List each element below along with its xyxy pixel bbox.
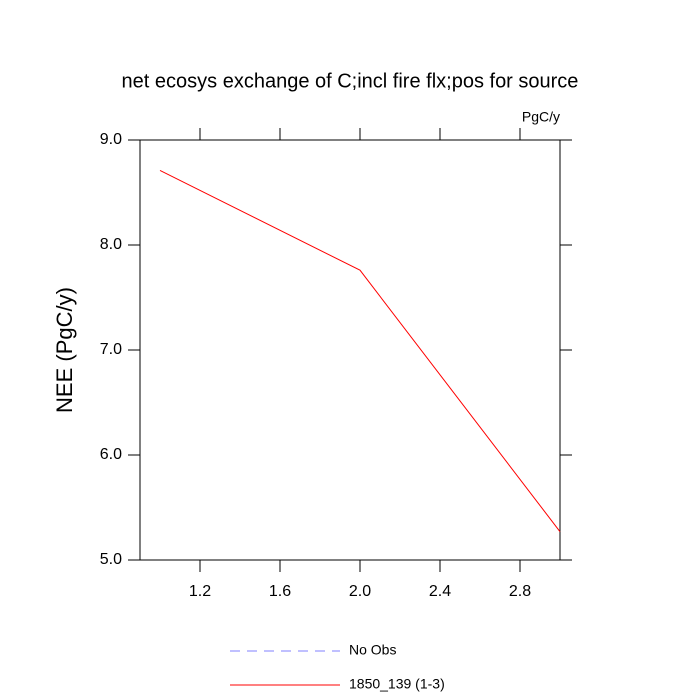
y-tick-label: 8.0	[100, 236, 122, 253]
x-tick-label: 2.8	[509, 583, 531, 600]
x-tick-label: 1.6	[269, 583, 291, 600]
legend-label: No Obs	[349, 642, 396, 658]
y-tick-label: 9.0	[100, 131, 122, 148]
chart-title: net ecosys exchange of C;incl fire flx;p…	[122, 70, 579, 92]
y-tick-label: 5.0	[100, 551, 122, 568]
plot-frame	[139, 139, 561, 561]
x-tick-label: 1.2	[189, 583, 211, 600]
y-axis-label: NEE (PgC/y)	[52, 287, 77, 413]
y-tick-label: 7.0	[100, 341, 122, 358]
x-tick-label: 2.0	[349, 583, 371, 600]
y-tick-label: 6.0	[100, 446, 122, 463]
data-line	[159, 170, 561, 532]
legend-label: 1850_139 (1-3)	[349, 676, 445, 692]
units-label: PgC/y	[522, 109, 560, 125]
x-tick-label: 2.4	[429, 583, 451, 600]
